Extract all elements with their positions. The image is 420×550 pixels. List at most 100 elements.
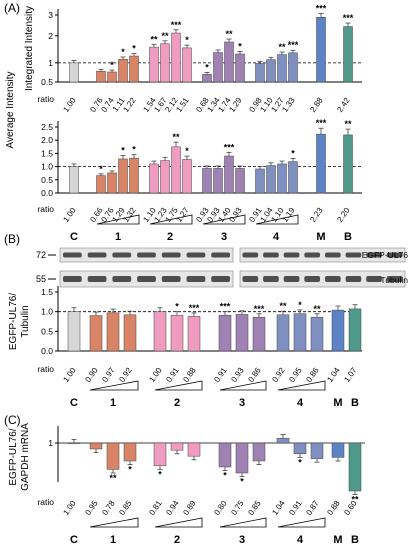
bar xyxy=(218,314,232,352)
ratio-value-label: 1.19 xyxy=(280,206,297,224)
ratio-value-label: 0.89 xyxy=(181,499,198,517)
western-blot: 72 55 EGFP-UL76 Tubulin xyxy=(36,247,409,288)
significance-mark: * xyxy=(128,465,132,475)
bar xyxy=(293,442,307,455)
bar xyxy=(187,316,201,352)
bar xyxy=(310,316,324,352)
ratio-value-label: 2.88 xyxy=(308,96,325,114)
bar xyxy=(310,442,324,459)
bar xyxy=(160,160,170,194)
chart-panels: (A) (B) (C) 0.5 1 2 3 Integrated Intensity Avera… xyxy=(4,1,365,546)
dose-triangle xyxy=(154,380,203,391)
bar xyxy=(67,442,81,445)
panel-label-a: (A) xyxy=(4,1,20,15)
significance-mark: * xyxy=(121,47,125,57)
bar xyxy=(235,53,245,83)
significance-mark: * xyxy=(291,148,295,158)
y-axis-label: GAPDH mRNA xyxy=(20,423,31,491)
bar xyxy=(276,437,290,444)
chart-panel-2: 0.00.51.01.52.02.51.00*0.660.76*1.29*1.3… xyxy=(37,118,362,224)
significance-mark: * xyxy=(110,60,114,70)
bar xyxy=(316,133,326,194)
blot-band xyxy=(345,252,362,258)
blot-band xyxy=(345,276,362,282)
ratio-value-label: 1.33 xyxy=(280,96,297,114)
group-label: 1 xyxy=(110,397,116,409)
ratio-value-label: 0.85 xyxy=(117,499,134,517)
significance-mark: * xyxy=(175,302,179,312)
y-tick-label: 1.5 xyxy=(41,287,53,297)
blot-band xyxy=(283,252,300,258)
y-tick-label: 1.0 xyxy=(41,162,53,172)
blot-band xyxy=(304,252,321,258)
bar xyxy=(118,158,128,194)
panel-label-b: (B) xyxy=(4,232,20,246)
blot-label-egfp: EGFP-UL76 xyxy=(362,250,409,260)
bar xyxy=(255,63,265,83)
bar xyxy=(288,161,298,194)
significance-mark: ** xyxy=(172,132,180,142)
ratio-value-label: 0.94 xyxy=(164,499,181,517)
mw-marker-55: 55 xyxy=(36,274,46,284)
blot-band xyxy=(186,276,206,282)
significance-mark: * xyxy=(132,44,136,54)
blot-band xyxy=(112,276,132,282)
significance-mark: *** xyxy=(288,40,299,50)
ratio-value-label: 1.07 xyxy=(342,366,359,384)
bar xyxy=(170,442,184,451)
blot-band xyxy=(112,252,132,258)
blot-band xyxy=(186,252,206,258)
bar xyxy=(235,168,245,194)
y-axis-label: EGFP-UL76/ xyxy=(8,428,19,485)
blot-band xyxy=(137,252,156,258)
bar xyxy=(149,163,159,194)
ratio-value-label: 0.95 xyxy=(287,366,304,384)
ratio-value-label: 1.22 xyxy=(121,96,138,114)
bar xyxy=(129,157,139,194)
significance-mark: ** xyxy=(351,495,359,505)
ratio-value-label: 1.04 xyxy=(270,499,287,517)
dose-triangle xyxy=(219,517,267,528)
y-tick-label: 2.0 xyxy=(41,135,53,145)
bar xyxy=(224,155,234,194)
group-label: 2 xyxy=(174,397,180,409)
y-tick-label: 0.0 xyxy=(41,188,53,198)
bar xyxy=(255,168,265,194)
y-axis-label-shared: Average Intensity xyxy=(5,71,16,148)
ratio-value-label: 0.93 xyxy=(229,366,246,384)
bar xyxy=(187,442,201,457)
panel-label-c: (C) xyxy=(4,413,21,427)
blot-band xyxy=(211,276,231,282)
ratio-value-label: 0.80 xyxy=(212,499,229,517)
significance-mark: * xyxy=(99,164,103,174)
ratio-value-label: 0.88 xyxy=(181,366,198,384)
dose-triangle xyxy=(149,214,193,225)
y-tick-label: 2.5 xyxy=(41,122,53,132)
group-label: 3 xyxy=(239,534,245,546)
group-label: 3 xyxy=(239,397,245,409)
ratio-value-label: 0.85 xyxy=(246,499,263,517)
ratio-label: ratio xyxy=(37,497,54,507)
bar xyxy=(67,311,81,352)
significance-mark: ** xyxy=(225,29,233,39)
ratio-value-label: 0.78 xyxy=(100,499,117,517)
significance-mark: *** xyxy=(316,3,327,13)
bar xyxy=(182,159,192,194)
significance-mark: ** xyxy=(161,31,169,41)
blot-band xyxy=(137,276,156,282)
blot-strip xyxy=(239,270,406,288)
blot-strip xyxy=(239,247,406,263)
y-tick-label: 0.5 xyxy=(41,175,53,185)
ratio-value-label: 0.93 xyxy=(227,206,244,224)
ratio-value-label: 1.00 xyxy=(147,366,164,384)
blot-band xyxy=(87,276,107,282)
bar xyxy=(160,43,170,83)
bar xyxy=(252,316,266,352)
y-tick-label: 0.5 xyxy=(41,326,53,336)
ratio-value-label: 0.97 xyxy=(100,366,117,384)
significance-mark: ** xyxy=(150,34,158,44)
group-label: 2 xyxy=(167,231,173,243)
bar xyxy=(107,71,117,83)
